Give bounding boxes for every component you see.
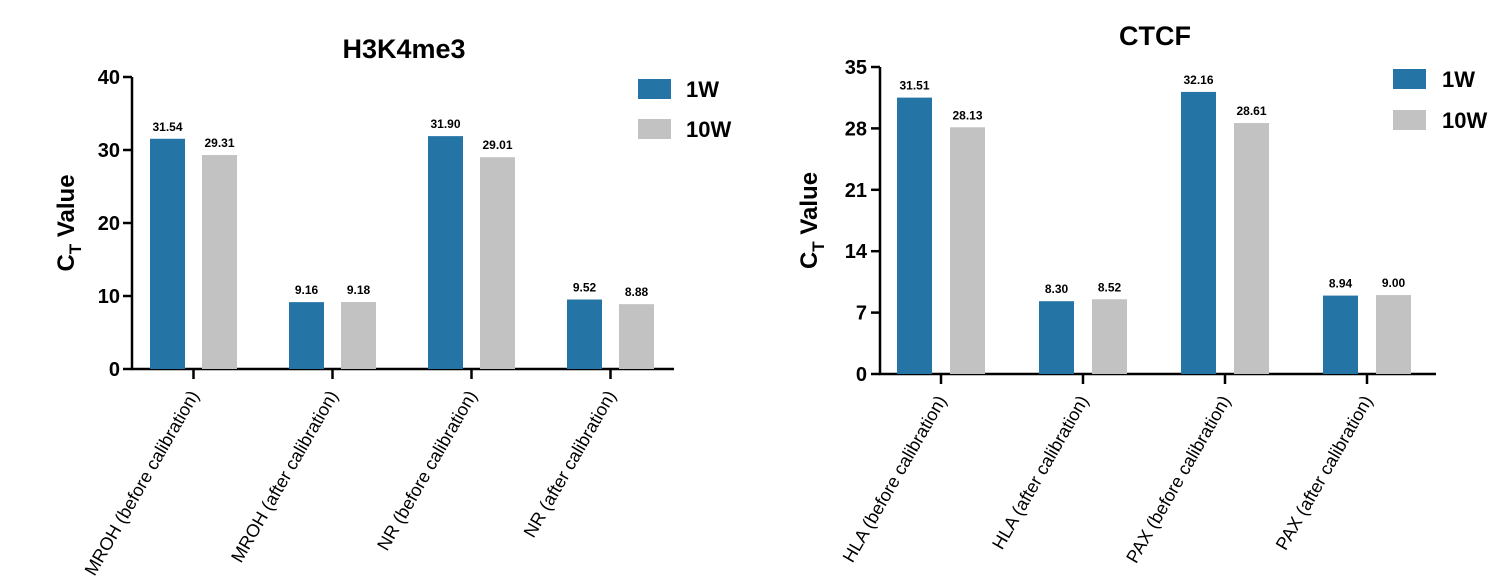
- x-tick-label: HLA (after calibration): [988, 392, 1092, 553]
- bar: [1376, 295, 1411, 374]
- y-tick-label: 0: [109, 359, 120, 381]
- x-tick-label: HLA (before calibration): [839, 392, 951, 566]
- data-label: 31.51: [899, 79, 929, 93]
- bar: [619, 304, 654, 369]
- bar: [428, 136, 463, 369]
- bar: [1234, 123, 1269, 374]
- data-label: 8.94: [1329, 277, 1353, 291]
- chart-2: CTCF CT Value 0 7 14 21 28 35 31.51 28.13 HLA (bef…: [796, 21, 1487, 566]
- bar: [202, 155, 237, 369]
- y-tick-label: 28: [845, 118, 867, 140]
- bar: [1039, 301, 1074, 374]
- bar: [567, 299, 602, 369]
- y-tick-label: 7: [856, 303, 867, 325]
- bar: [1181, 91, 1216, 374]
- bar: [341, 301, 376, 369]
- data-label: 32.16: [1183, 73, 1213, 87]
- y-axis-label-rest: Value: [796, 172, 823, 241]
- legend-swatch: [1393, 110, 1426, 130]
- bar: [289, 302, 324, 369]
- x-tick-label: PAX (after calibration): [1272, 392, 1377, 553]
- bar: [150, 138, 185, 369]
- y-axis-label-sub: T: [66, 243, 85, 254]
- bar: [1323, 295, 1358, 374]
- data-label: 9.16: [295, 283, 319, 297]
- legend-swatch: [1393, 69, 1426, 89]
- bar: [1092, 299, 1127, 374]
- legend-label: 1W: [686, 77, 719, 102]
- data-label: 28.61: [1236, 104, 1266, 118]
- chart-1: H3K4me3 CT Value 0 10 20 30 40 31.54 29.31 MROH (…: [53, 34, 731, 579]
- y-tick-label: 10: [98, 286, 120, 308]
- y-axis-label: CT Value: [796, 172, 828, 269]
- data-label: 8.88: [625, 285, 649, 299]
- x-tick-label: PAX (before calibration): [1122, 392, 1234, 566]
- data-label: 29.01: [482, 138, 512, 152]
- bar: [950, 127, 985, 375]
- bar: [480, 157, 515, 369]
- data-label: 31.90: [430, 117, 460, 131]
- data-label: 8.30: [1045, 282, 1069, 296]
- x-tick-label: NR (before calibration): [373, 387, 481, 554]
- y-axis-label-main: C: [53, 254, 80, 271]
- y-tick-label: 35: [845, 57, 867, 79]
- y-tick-label: 0: [856, 364, 867, 386]
- x-tick-label: MROH (after calibration): [227, 387, 342, 566]
- bar: [897, 97, 932, 374]
- y-axis-label-sub: T: [809, 241, 828, 252]
- legend-swatch: [638, 119, 671, 139]
- legend-swatch: [638, 79, 671, 99]
- legend-label: 1W: [1442, 67, 1475, 92]
- legend-label: 10W: [1442, 108, 1487, 133]
- y-tick-label: 40: [98, 67, 120, 89]
- x-tick-label: NR (after calibration): [520, 387, 620, 541]
- y-axis-label-main: C: [796, 252, 823, 269]
- y-tick-label: 21: [845, 180, 867, 202]
- data-label: 28.13: [952, 108, 982, 122]
- data-label: 8.52: [1098, 280, 1122, 294]
- y-tick-label: 20: [98, 213, 120, 235]
- y-axis-label-rest: Value: [53, 174, 80, 243]
- legend-label: 10W: [686, 117, 731, 142]
- data-label: 9.18: [347, 283, 371, 297]
- y-axis-label: CT Value: [53, 174, 85, 271]
- x-tick-label: MROH (before calibration): [81, 387, 203, 579]
- y-tick-label: 14: [845, 241, 868, 263]
- y-tick-label: 30: [98, 140, 120, 162]
- data-label: 31.54: [152, 120, 182, 134]
- chart-title: CTCF: [1119, 21, 1191, 51]
- data-label: 9.00: [1382, 276, 1406, 290]
- data-label: 29.31: [204, 136, 234, 150]
- data-label: 9.52: [573, 281, 597, 295]
- chart-title: H3K4me3: [342, 34, 465, 64]
